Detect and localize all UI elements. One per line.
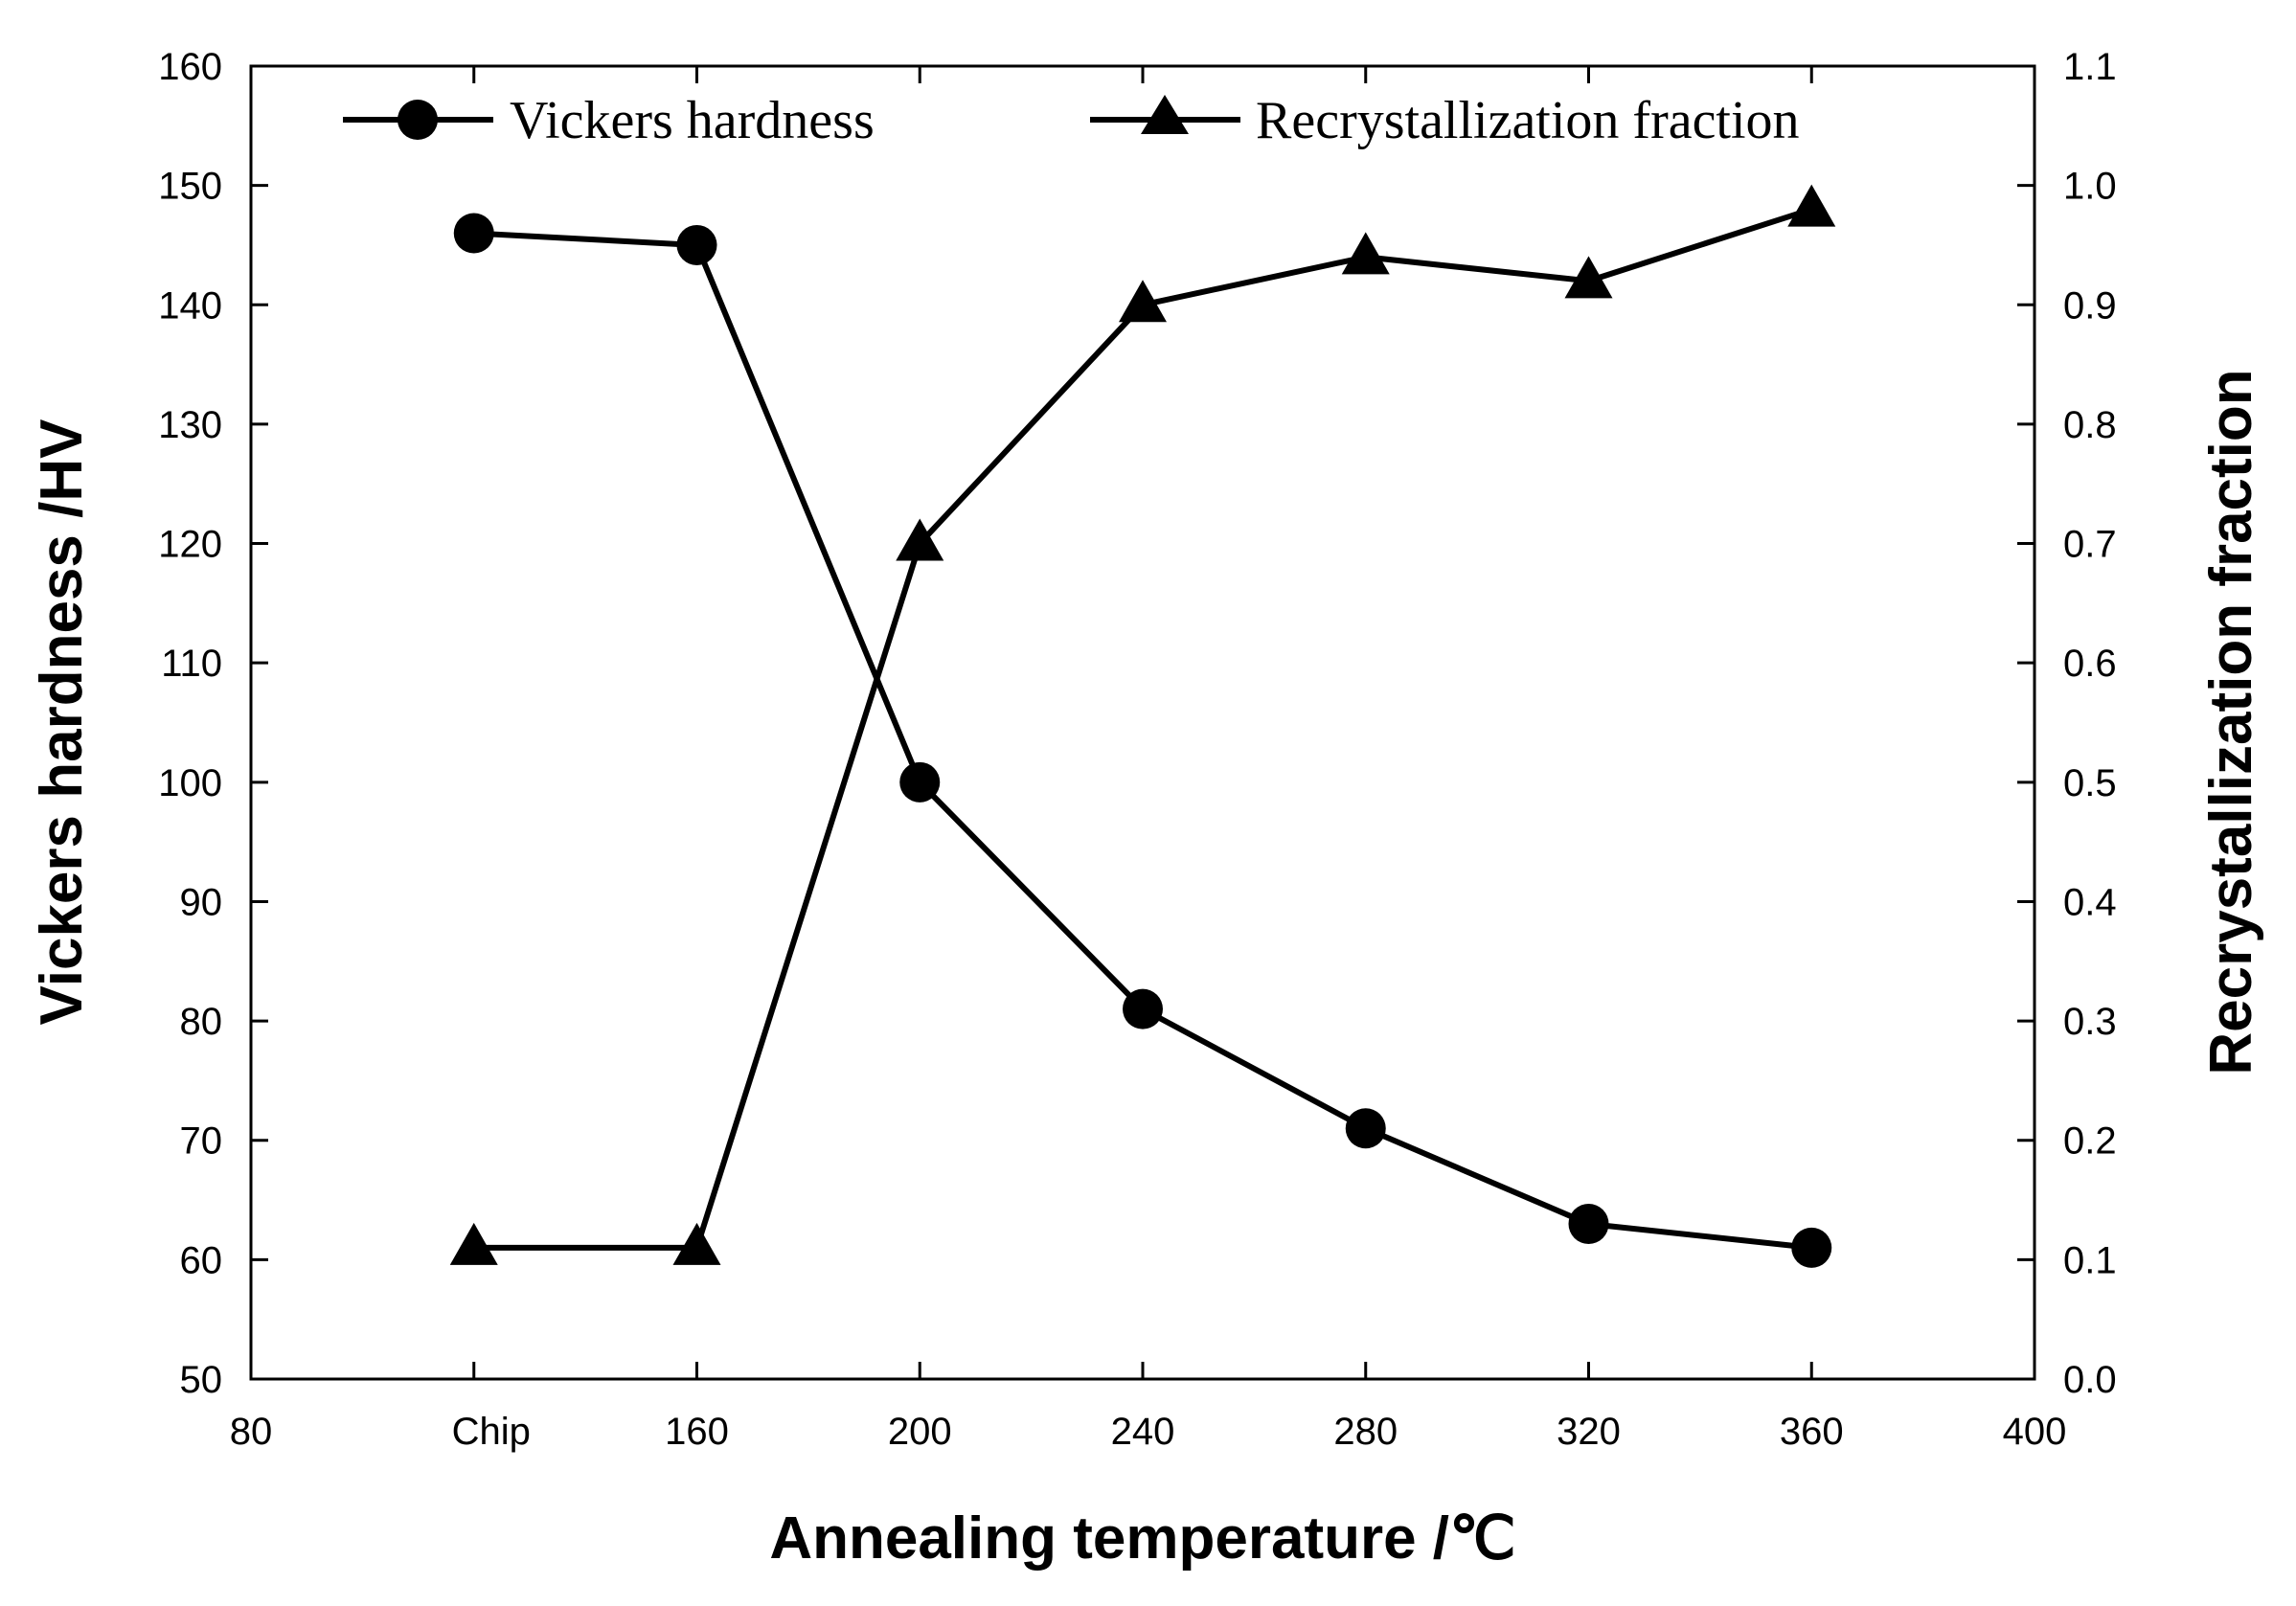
x-tick-label: 80: [230, 1411, 273, 1453]
series-markers: [449, 184, 1836, 1268]
y-tick-label: 160: [158, 46, 222, 88]
y2-tick-label: 0.8: [2063, 404, 2117, 446]
series-line-recrystallization-fraction: [473, 206, 1813, 1251]
y2-tick-label: 0.5: [2063, 762, 2117, 804]
data-point-vickers-hardness: [899, 761, 941, 803]
y-tick-label: 100: [158, 762, 222, 804]
y2-tick-label: 0.2: [2063, 1120, 2117, 1163]
y-tick-label: 50: [180, 1359, 223, 1401]
legend-marker-recrystallization: [1141, 95, 1189, 134]
axis-ticks: 80 Chip 160 200 240 280 320 360 400 50 60 70 80 90 100…: [158, 46, 2116, 1453]
y-tick-label: 60: [180, 1239, 223, 1281]
y2-tick-label: 0.0: [2063, 1359, 2117, 1401]
y2-tick-label: 0.1: [2063, 1239, 2117, 1281]
x-tick-label: 360: [1780, 1411, 1844, 1453]
data-point-vickers-hardness: [1345, 1108, 1386, 1149]
y2-tick-label: 0.6: [2063, 643, 2117, 685]
x-tick-label: Chip: [452, 1411, 531, 1453]
series-line-vickers-hardness: [473, 230, 1812, 1251]
data-point-vickers-hardness: [676, 224, 717, 265]
x-tick-label: 200: [888, 1411, 952, 1453]
legend-marker-hardness: [398, 100, 438, 140]
data-point-recrystallization-fraction: [896, 518, 944, 561]
data-point-recrystallization-fraction: [1564, 256, 1613, 299]
y2-tick-label: 0.7: [2063, 524, 2117, 566]
y2-axis-title: Recrystallization fraction: [2198, 369, 2264, 1074]
y2-tick-label: 0.4: [2063, 881, 2117, 923]
data-point-recrystallization-fraction: [1787, 184, 1836, 227]
data-point-recrystallization-fraction: [672, 1222, 721, 1265]
data-point-vickers-hardness: [453, 213, 494, 254]
x-tick-label: 320: [1557, 1411, 1621, 1453]
y-tick-label: 70: [180, 1120, 223, 1163]
x-tick-label: 400: [2003, 1411, 2067, 1453]
data-point-recrystallization-fraction: [1341, 232, 1390, 275]
plot-frame: [249, 64, 2036, 1381]
y-tick-label: 140: [158, 284, 222, 327]
y-tick-label: 90: [180, 881, 223, 923]
y-tick-label: 130: [158, 404, 222, 446]
data-point-recrystallization-fraction: [449, 1222, 498, 1265]
legend-label-hardness: Vickers hardness: [510, 91, 875, 150]
y2-tick-label: 1.1: [2063, 46, 2117, 88]
data-point-vickers-hardness: [1123, 988, 1163, 1029]
x-axis-title: Annealing temperature /℃: [769, 1505, 1515, 1572]
x-tick-label: 240: [1111, 1411, 1175, 1453]
y-tick-label: 110: [161, 643, 222, 685]
legend-label-recrystallization: Recrystallization fraction: [1256, 91, 1800, 150]
data-point-vickers-hardness: [1568, 1203, 1609, 1244]
series-lines: [473, 206, 1813, 1251]
data-point-vickers-hardness: [1791, 1227, 1832, 1268]
y-tick-label: 80: [180, 1001, 223, 1043]
y2-tick-label: 0.9: [2063, 284, 2117, 327]
x-tick-label: 280: [1333, 1411, 1398, 1453]
x-tick-label: 160: [665, 1411, 729, 1453]
data-point-recrystallization-fraction: [1119, 280, 1167, 323]
y2-tick-label: 1.0: [2063, 166, 2117, 208]
y-tick-label: 150: [158, 166, 222, 208]
y2-tick-label: 0.3: [2063, 1001, 2117, 1043]
y-tick-label: 120: [158, 524, 222, 566]
y-axis-title: Vickers hardness /HV: [29, 419, 95, 1026]
legend: Vickers hardness Recrystallization fract…: [343, 91, 1800, 150]
